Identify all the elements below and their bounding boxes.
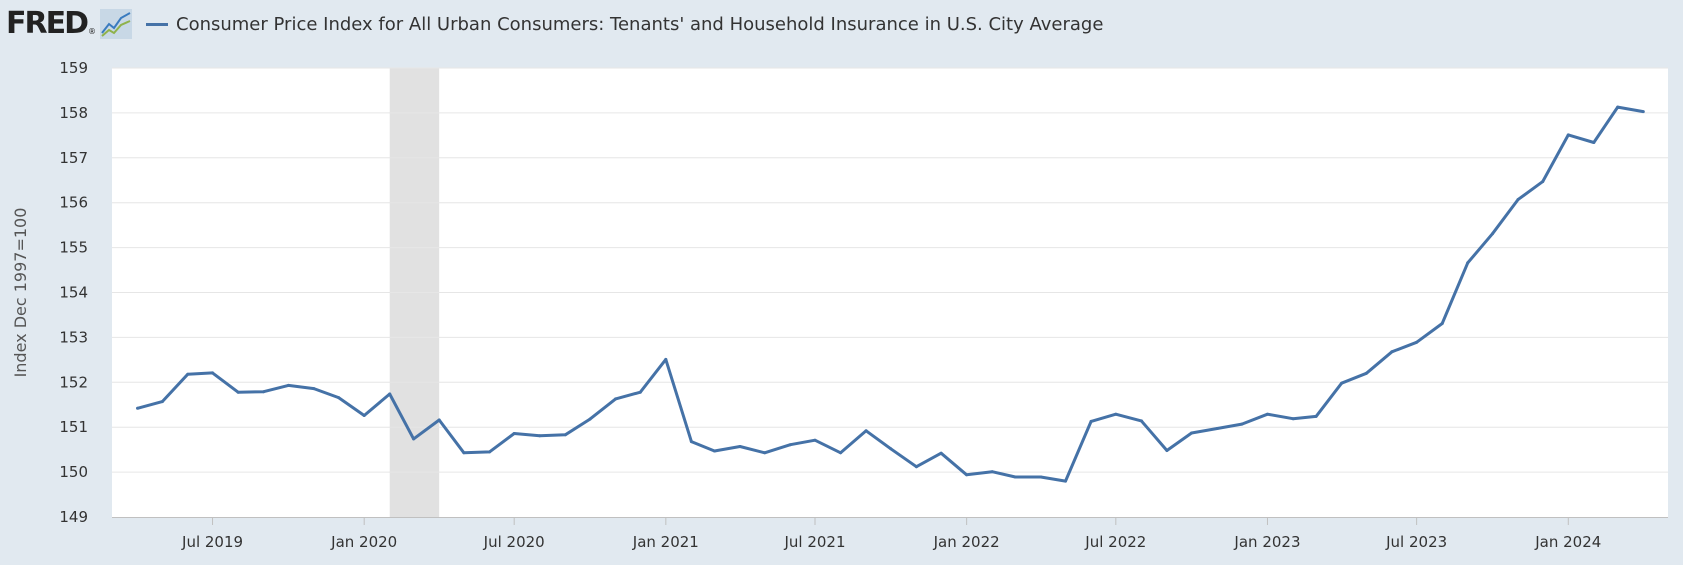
data-point[interactable] <box>1440 322 1444 325</box>
data-point[interactable] <box>1089 419 1093 423</box>
data-point[interactable] <box>813 438 817 442</box>
data-point[interactable] <box>1266 412 1269 416</box>
data-point[interactable] <box>839 451 843 455</box>
data-point[interactable] <box>588 417 592 421</box>
data-point[interactable] <box>186 372 190 376</box>
x-tick-label: Jan 2024 <box>1534 533 1601 551</box>
data-point[interactable] <box>1592 141 1596 144</box>
y-tick-label: 158 <box>59 104 88 122</box>
data-point[interactable] <box>864 429 868 433</box>
data-point[interactable] <box>563 433 567 437</box>
data-point[interactable] <box>1013 475 1017 479</box>
data-point[interactable] <box>1215 427 1219 430</box>
chart-header: FRED ® Consumer Price Index for All Urba… <box>6 4 1103 44</box>
data-point[interactable] <box>889 447 893 451</box>
data-point[interactable] <box>1064 479 1067 483</box>
data-point[interactable] <box>538 434 542 438</box>
data-point[interactable] <box>713 449 716 453</box>
data-point[interactable] <box>488 450 491 454</box>
fred-logo[interactable]: FRED <box>6 6 89 41</box>
y-tick-label: 150 <box>59 463 88 481</box>
data-point[interactable] <box>1039 475 1043 479</box>
data-point[interactable] <box>1364 371 1368 375</box>
y-tick-label: 157 <box>59 149 88 167</box>
data-point[interactable] <box>1541 180 1545 184</box>
x-tick-label: Jan 2023 <box>1233 533 1300 551</box>
data-point[interactable] <box>312 387 316 391</box>
data-point[interactable] <box>160 400 164 404</box>
data-point[interactable] <box>614 397 618 401</box>
data-point[interactable] <box>1491 232 1494 236</box>
data-point[interactable] <box>763 451 767 455</box>
y-tick-label: 149 <box>59 508 88 526</box>
y-tick-label: 151 <box>59 418 88 436</box>
data-point[interactable] <box>1314 414 1318 418</box>
data-point[interactable] <box>236 390 240 394</box>
legend-line-swatch <box>146 22 168 26</box>
y-tick-label: 153 <box>59 328 88 346</box>
data-point[interactable] <box>1114 412 1118 416</box>
y-tick-label: 156 <box>59 194 88 212</box>
y-tick-label: 159 <box>59 59 88 77</box>
y-tick-label: 155 <box>59 239 88 257</box>
data-point[interactable] <box>337 396 341 400</box>
data-point[interactable] <box>638 390 642 394</box>
data-point[interactable] <box>965 473 969 477</box>
data-point[interactable] <box>262 390 266 394</box>
data-point[interactable] <box>914 465 918 469</box>
fred-logo-registered-mark: ® <box>88 27 96 36</box>
x-tick-label: Jul 2019 <box>181 533 243 551</box>
data-point[interactable] <box>136 406 139 410</box>
data-point[interactable] <box>1466 261 1470 265</box>
data-point[interactable] <box>462 451 466 455</box>
data-point[interactable] <box>362 414 366 417</box>
x-tick-label: Jan 2020 <box>330 533 397 551</box>
data-point[interactable] <box>788 443 792 447</box>
data-point[interactable] <box>1139 419 1143 423</box>
fred-graph-icon <box>100 9 132 39</box>
y-tick-label: 152 <box>59 373 88 391</box>
x-tick-label: Jan 2022 <box>933 533 1000 551</box>
data-point[interactable] <box>689 440 693 444</box>
data-point[interactable] <box>1390 350 1394 354</box>
data-point[interactable] <box>211 371 214 375</box>
data-point[interactable] <box>1291 417 1295 421</box>
data-point[interactable] <box>512 432 516 435</box>
data-point[interactable] <box>388 392 392 396</box>
x-tick-label: Jul 2022 <box>1084 533 1146 551</box>
data-point[interactable] <box>1165 449 1169 452</box>
data-point[interactable] <box>1641 110 1645 114</box>
y-axis-title: Index Dec 1997=100 <box>11 208 30 378</box>
data-point[interactable] <box>939 451 943 455</box>
data-point[interactable] <box>1516 198 1520 202</box>
data-point[interactable] <box>990 470 994 474</box>
x-tick-label: Jul 2020 <box>483 533 545 551</box>
legend-series-title[interactable]: Consumer Price Index for All Urban Consu… <box>176 13 1104 35</box>
data-point[interactable] <box>1190 431 1194 435</box>
data-point[interactable] <box>1616 105 1620 109</box>
data-point[interactable] <box>1240 422 1244 426</box>
data-point[interactable] <box>412 437 416 441</box>
data-point[interactable] <box>664 357 668 361</box>
data-point[interactable] <box>1566 133 1570 137</box>
data-point[interactable] <box>1340 381 1344 385</box>
data-point[interactable] <box>437 418 441 422</box>
x-tick-label: Jul 2021 <box>783 533 845 551</box>
data-point[interactable] <box>286 383 290 387</box>
x-tick-label: Jul 2023 <box>1385 533 1447 551</box>
y-tick-label: 154 <box>59 284 88 302</box>
x-tick-label: Jan 2021 <box>632 533 699 551</box>
data-point[interactable] <box>738 445 742 448</box>
data-point[interactable] <box>1415 340 1419 344</box>
